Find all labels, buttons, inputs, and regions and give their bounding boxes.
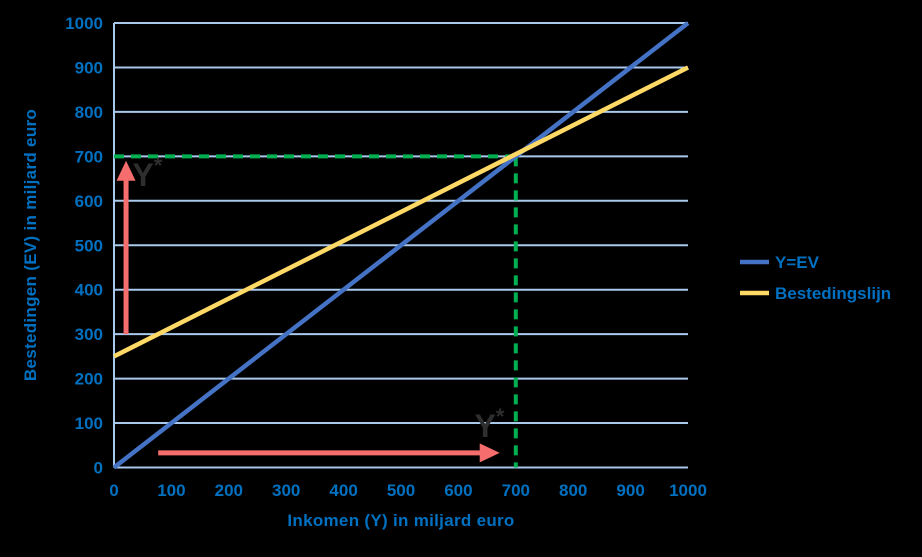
y-axis-title: Bestedingen (EV) in miljard euro [21, 109, 40, 381]
series-line-bestedingslijn [112, 65, 690, 359]
annotation-label-1: Y* [474, 404, 504, 444]
y-tick-label-300: 300 [75, 325, 103, 344]
x-tick-label-800: 800 [559, 481, 587, 500]
y-tick-label-500: 500 [75, 236, 103, 255]
x-tick-label-700: 700 [502, 481, 530, 500]
x-tick-label-300: 300 [272, 481, 300, 500]
annotation-label-0: Y* [132, 153, 162, 193]
y-tick-label-0: 0 [94, 459, 103, 478]
x-axis-title: Inkomen (Y) in miljard euro [287, 511, 514, 530]
y-tick-label-900: 900 [75, 58, 103, 77]
chart-plot-area: 0 100 200 300 400 500 600 700 800 900 1000 0 100 200 3… [65, 14, 707, 500]
y-tick-label-600: 600 [75, 192, 103, 211]
x-tick-label-0: 0 [109, 481, 118, 500]
legend-label-y-ev: Y=EV [775, 253, 820, 272]
x-tick-label-900: 900 [616, 481, 644, 500]
x-tick-label-100: 100 [157, 481, 185, 500]
y-tick-label-100: 100 [75, 414, 103, 433]
arrow-head-up-icon [116, 160, 136, 181]
legend-label-bestedingslijn: Bestedingslijn [775, 284, 891, 303]
arrow-head-right-icon [479, 443, 500, 463]
x-tick-label-600: 600 [444, 481, 472, 500]
y-tick-label-700: 700 [75, 147, 103, 166]
x-tick-label-200: 200 [215, 481, 243, 500]
y-tick-label-800: 800 [75, 103, 103, 122]
y-tick-label-200: 200 [75, 370, 103, 389]
series-line-y-ev [112, 21, 690, 470]
x-tick-label-400: 400 [329, 481, 357, 500]
x-tick-label-1000: 1000 [669, 481, 707, 500]
y-tick-label-1000: 1000 [65, 14, 103, 33]
legend: Y=EV Bestedingslijn [740, 253, 891, 303]
x-tick-label-500: 500 [387, 481, 415, 500]
y-tick-label-400: 400 [75, 281, 103, 300]
